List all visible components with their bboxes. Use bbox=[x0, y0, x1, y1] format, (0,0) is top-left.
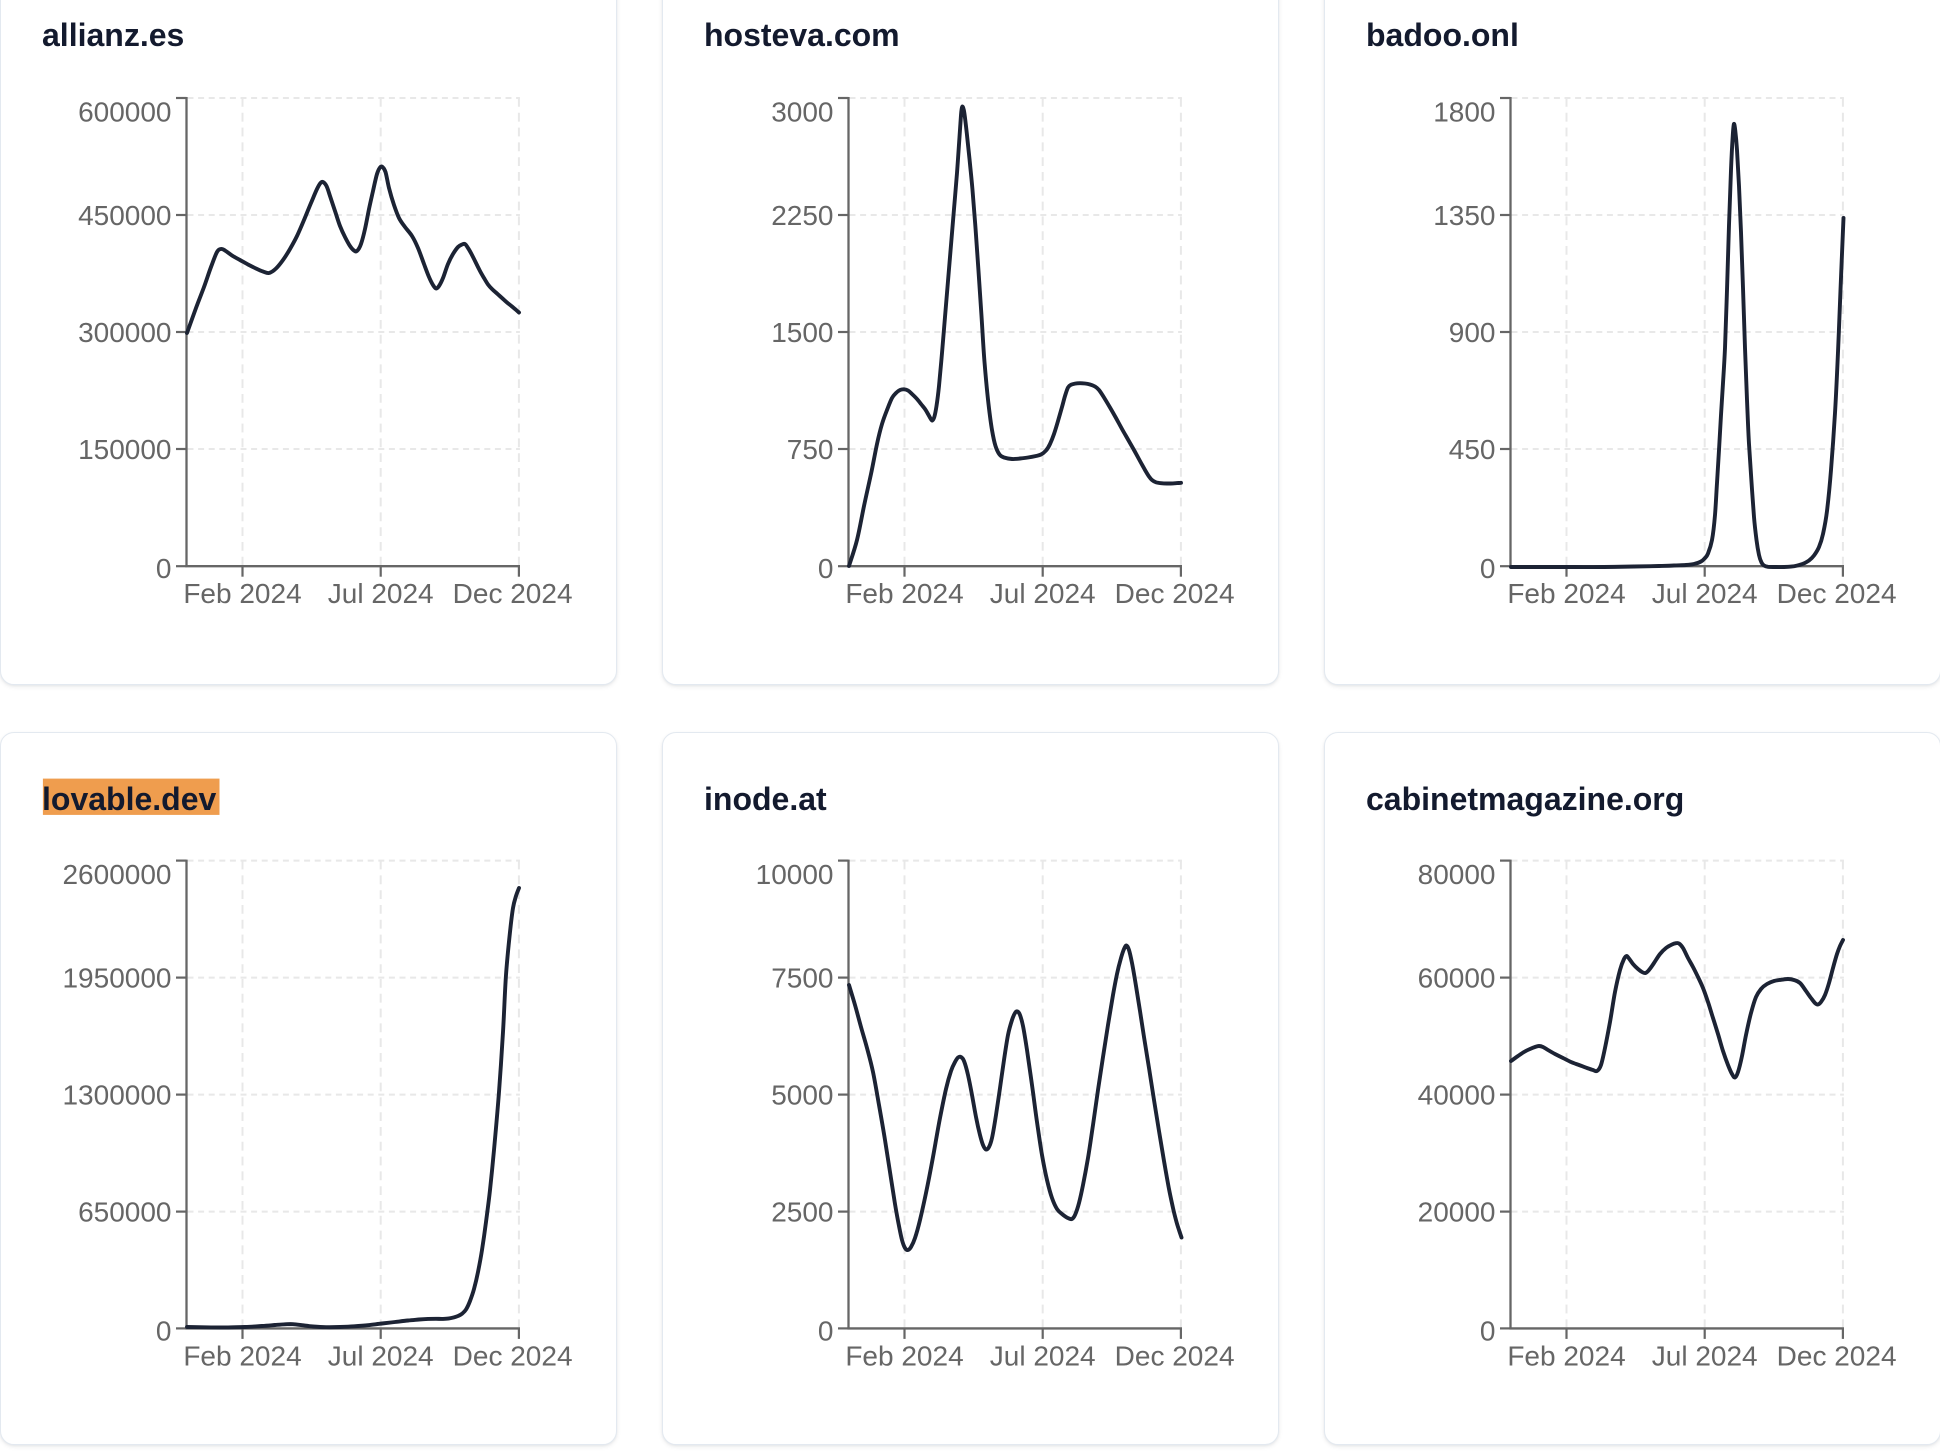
svg-text:150000: 150000 bbox=[78, 434, 171, 465]
svg-text:Jul 2024: Jul 2024 bbox=[1652, 578, 1758, 609]
svg-text:750: 750 bbox=[787, 434, 834, 465]
svg-text:300000: 300000 bbox=[78, 317, 171, 348]
svg-text:Feb 2024: Feb 2024 bbox=[183, 1341, 301, 1372]
svg-text:Feb 2024: Feb 2024 bbox=[1507, 1341, 1625, 1372]
svg-text:0: 0 bbox=[1480, 1316, 1496, 1347]
svg-text:Dec 2024: Dec 2024 bbox=[1115, 1341, 1235, 1372]
svg-text:900: 900 bbox=[1449, 317, 1496, 348]
svg-text:Dec 2024: Dec 2024 bbox=[1777, 1341, 1897, 1372]
svg-text:60000: 60000 bbox=[1418, 963, 1496, 994]
svg-text:allianz.es: allianz.es bbox=[42, 17, 184, 53]
svg-text:1350: 1350 bbox=[1433, 200, 1495, 231]
svg-text:40000: 40000 bbox=[1418, 1080, 1496, 1111]
svg-text:Dec 2024: Dec 2024 bbox=[1115, 578, 1235, 609]
svg-text:5000: 5000 bbox=[771, 1080, 833, 1111]
svg-text:600000: 600000 bbox=[78, 97, 171, 128]
svg-text:1950000: 1950000 bbox=[62, 963, 171, 994]
svg-text:2250: 2250 bbox=[771, 200, 833, 231]
svg-text:450000: 450000 bbox=[78, 200, 171, 231]
svg-text:Jul 2024: Jul 2024 bbox=[990, 578, 1096, 609]
svg-text:0: 0 bbox=[818, 553, 834, 584]
svg-text:3000: 3000 bbox=[771, 97, 833, 128]
svg-text:Jul 2024: Jul 2024 bbox=[328, 578, 434, 609]
svg-text:Feb 2024: Feb 2024 bbox=[1507, 578, 1625, 609]
svg-text:1500: 1500 bbox=[771, 317, 833, 348]
svg-text:2600000: 2600000 bbox=[62, 859, 171, 890]
svg-text:lovable.dev: lovable.dev bbox=[42, 781, 217, 817]
svg-text:650000: 650000 bbox=[78, 1197, 171, 1228]
svg-text:Dec 2024: Dec 2024 bbox=[453, 1341, 573, 1372]
svg-text:Jul 2024: Jul 2024 bbox=[990, 1341, 1096, 1372]
svg-text:0: 0 bbox=[818, 1316, 834, 1347]
svg-text:cabinetmagazine.org: cabinetmagazine.org bbox=[1366, 781, 1684, 817]
svg-text:inode.at: inode.at bbox=[704, 781, 827, 817]
svg-text:badoo.onl: badoo.onl bbox=[1366, 17, 1519, 53]
svg-text:7500: 7500 bbox=[771, 963, 833, 994]
svg-text:Feb 2024: Feb 2024 bbox=[183, 578, 301, 609]
svg-text:1800: 1800 bbox=[1433, 97, 1495, 128]
svg-text:hosteva.com: hosteva.com bbox=[704, 17, 900, 53]
svg-text:1300000: 1300000 bbox=[62, 1080, 171, 1111]
svg-text:Feb 2024: Feb 2024 bbox=[845, 578, 963, 609]
svg-text:Feb 2024: Feb 2024 bbox=[845, 1341, 963, 1372]
svg-text:Dec 2024: Dec 2024 bbox=[453, 578, 573, 609]
svg-text:Dec 2024: Dec 2024 bbox=[1777, 578, 1897, 609]
svg-text:450: 450 bbox=[1449, 434, 1496, 465]
svg-text:0: 0 bbox=[156, 553, 172, 584]
svg-text:10000: 10000 bbox=[756, 859, 834, 890]
svg-text:2500: 2500 bbox=[771, 1197, 833, 1228]
svg-text:Jul 2024: Jul 2024 bbox=[328, 1341, 434, 1372]
svg-text:Jul 2024: Jul 2024 bbox=[1652, 1341, 1758, 1372]
svg-text:0: 0 bbox=[1480, 553, 1496, 584]
svg-text:20000: 20000 bbox=[1418, 1197, 1496, 1228]
svg-text:0: 0 bbox=[156, 1316, 172, 1347]
svg-text:80000: 80000 bbox=[1418, 859, 1496, 890]
